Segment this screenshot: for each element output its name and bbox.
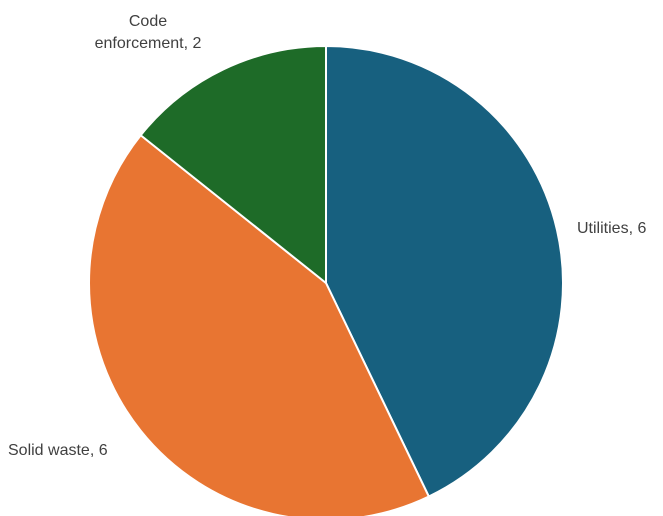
pie-slice-solid-waste [88, 133, 431, 516]
pie-label-line: Code [129, 13, 167, 30]
pie-label-line: enforcement, 2 [95, 35, 202, 52]
pie-slices [88, 44, 564, 516]
pie-labels: Utilities, 6 Solid waste, 6 Code enforcemen… [8, 13, 646, 459]
pie-label-solid-waste: Solid waste, 6 [8, 442, 108, 459]
pie-slice-utilities [325, 44, 564, 498]
pie-label-utilities: Utilities, 6 [577, 220, 646, 237]
pie-slice-code-enforcement [139, 44, 327, 286]
pie-label-code-enforcement: Code enforcement, 2 [95, 13, 202, 52]
